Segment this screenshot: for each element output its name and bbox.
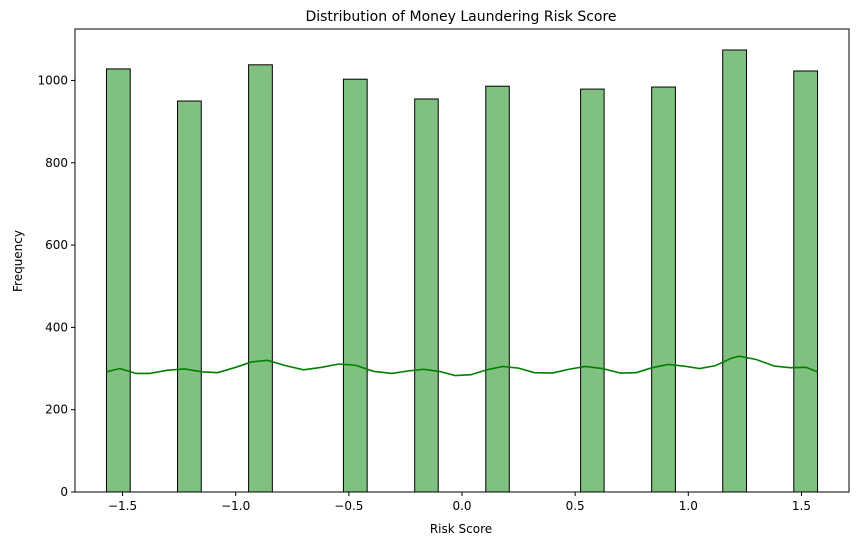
x-tick-label: 0.0 bbox=[452, 499, 471, 513]
histogram-bar bbox=[651, 86, 676, 493]
bars-group bbox=[105, 49, 819, 493]
x-tick-label: −0.5 bbox=[334, 499, 363, 513]
y-tick-label: 1000 bbox=[37, 73, 68, 87]
x-tick-label: 1.5 bbox=[792, 499, 811, 513]
x-tick-label: −1.5 bbox=[108, 499, 137, 513]
x-tick-label: 1.0 bbox=[679, 499, 698, 513]
x-axis-ticks: −1.5 −1.0 −0.5 0.0 0.5 1.0 1.5 bbox=[108, 492, 811, 513]
histogram-bar bbox=[414, 98, 439, 493]
histogram-bar bbox=[722, 49, 747, 493]
histogram-bar bbox=[105, 68, 131, 493]
histogram-bar bbox=[248, 64, 273, 493]
x-tick-label: 0.5 bbox=[566, 499, 585, 513]
y-axis-ticks: 0 200 400 600 800 1000 bbox=[37, 73, 75, 499]
histogram-bar bbox=[580, 88, 605, 493]
histogram-bar bbox=[485, 85, 510, 493]
x-tick-label: −1.0 bbox=[221, 499, 250, 513]
y-tick-label: 200 bbox=[45, 403, 68, 417]
x-axis-label: Risk Score bbox=[430, 522, 492, 536]
chart-title: Distribution of Money Laundering Risk Sc… bbox=[305, 9, 616, 25]
y-tick-label: 0 bbox=[60, 485, 68, 499]
y-axis-label: Frequency bbox=[11, 230, 25, 292]
histogram-bar bbox=[342, 78, 368, 493]
y-tick-label: 800 bbox=[45, 156, 68, 170]
histogram-bar bbox=[793, 70, 819, 493]
kde-line bbox=[106, 355, 818, 377]
y-tick-label: 600 bbox=[45, 238, 68, 252]
histogram-bar bbox=[177, 100, 202, 493]
y-tick-label: 400 bbox=[45, 320, 68, 334]
